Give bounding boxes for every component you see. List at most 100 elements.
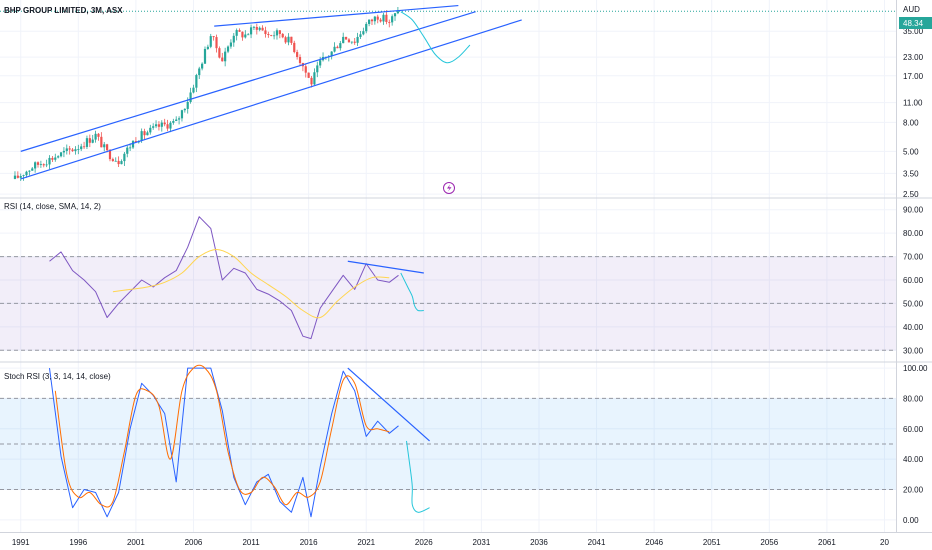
price-candle	[344, 36, 348, 40]
price-candle	[362, 27, 365, 36]
price-candle	[94, 130, 97, 143]
price-candle	[36, 161, 40, 168]
y-tick-label: 5.00	[903, 147, 919, 156]
price-candle	[333, 42, 336, 53]
price-candle	[229, 39, 233, 49]
price-candle	[385, 10, 388, 25]
price-candle	[19, 173, 22, 181]
y-tick-label: 70.00	[903, 253, 924, 262]
price-candle	[261, 25, 264, 31]
price-candle	[293, 40, 296, 54]
price-candle	[388, 19, 391, 28]
price-candle	[307, 72, 310, 79]
price-candle	[201, 62, 204, 71]
x-tick-label: 2061	[818, 538, 836, 547]
price-candle	[391, 14, 394, 26]
price-candle	[42, 163, 45, 168]
price-candle	[290, 36, 293, 45]
y-tick-label: 3.50	[903, 169, 919, 178]
price-candle	[172, 118, 175, 125]
y-tick-label: 11.00	[903, 99, 923, 108]
price-candle	[226, 45, 230, 54]
price-candle	[264, 26, 267, 38]
price-trendline[interactable]	[20, 11, 476, 152]
price-candle	[316, 61, 319, 78]
rsi-sma-line	[112, 248, 390, 319]
price-candle	[154, 120, 158, 129]
rsi-trendline[interactable]	[347, 260, 424, 274]
price-candle	[373, 15, 376, 25]
price-candle	[123, 152, 126, 166]
price-candle	[235, 28, 238, 41]
price-candle	[198, 66, 201, 80]
price-trendline[interactable]	[214, 4, 459, 27]
price-candle	[272, 31, 276, 40]
price-candle	[57, 155, 60, 159]
price-candle	[85, 135, 89, 150]
price-candle	[339, 40, 342, 51]
price-candle	[91, 134, 94, 144]
price-candle	[244, 30, 247, 39]
price-candle	[255, 23, 258, 35]
price-candle	[224, 47, 227, 67]
y-tick-label: 60.00	[903, 276, 924, 285]
price-candle	[313, 68, 316, 85]
price-candle	[163, 118, 166, 127]
x-tick-label: 2046	[645, 538, 663, 547]
y-tick-label: 30.00	[903, 346, 924, 355]
price-candle	[166, 119, 169, 132]
price-candle	[146, 130, 149, 136]
price-candle	[215, 34, 218, 53]
price-candle	[126, 145, 129, 158]
y-tick-label: 100.00	[903, 364, 928, 373]
rsi-line	[49, 216, 399, 340]
stoch-trendline[interactable]	[347, 367, 430, 442]
price-candle	[218, 46, 221, 59]
price-candle	[51, 156, 54, 163]
x-tick-label: 2016	[300, 538, 318, 547]
x-tick-label: 2001	[127, 538, 145, 547]
y-tick-label: 20.00	[903, 486, 924, 495]
y-tick-label: 80.00	[903, 229, 924, 238]
price-candle	[356, 32, 359, 46]
price-candle	[304, 64, 307, 78]
price-candle	[183, 108, 186, 113]
price-candle	[206, 44, 209, 50]
x-tick-label: 2041	[588, 538, 606, 547]
price-candle	[368, 19, 371, 27]
price-candle	[249, 24, 253, 39]
x-tick-label: 1991	[12, 538, 30, 547]
price-candle	[278, 30, 281, 39]
price-candle	[120, 159, 123, 165]
x-tick-label: 2036	[530, 538, 548, 547]
price-candle	[65, 144, 68, 155]
stoch-rsi-title: Stoch RSI (3, 3, 14, 14, close)	[4, 372, 111, 381]
y-tick-label: 17.00	[903, 72, 924, 81]
price-candle	[31, 166, 34, 171]
price-candle	[247, 33, 250, 36]
price-candle	[370, 18, 374, 25]
x-tick-label: 1996	[69, 538, 87, 547]
x-tick-label: 2021	[357, 538, 375, 547]
price-chart-title: BHP GROUP LIMITED, 3M, ASX	[4, 6, 123, 15]
price-candle	[287, 33, 290, 46]
price-candle	[97, 132, 100, 141]
price-candle	[238, 28, 241, 32]
price-candle	[350, 41, 353, 45]
flash-icon[interactable]	[443, 182, 455, 194]
price-candle	[192, 84, 195, 94]
price-candle	[221, 52, 224, 62]
price-candle	[284, 35, 287, 44]
price-candle	[77, 144, 80, 155]
price-candle	[160, 120, 163, 132]
x-tick-label: 2031	[473, 538, 491, 547]
price-candle	[189, 87, 192, 104]
drawing-layer	[20, 4, 522, 513]
y-tick-label: 23.00	[903, 53, 924, 62]
price-candle	[195, 73, 198, 93]
price-trendline[interactable]	[20, 19, 522, 180]
price-candle	[117, 156, 120, 168]
price-candle	[310, 75, 313, 88]
price-candle	[359, 30, 362, 40]
